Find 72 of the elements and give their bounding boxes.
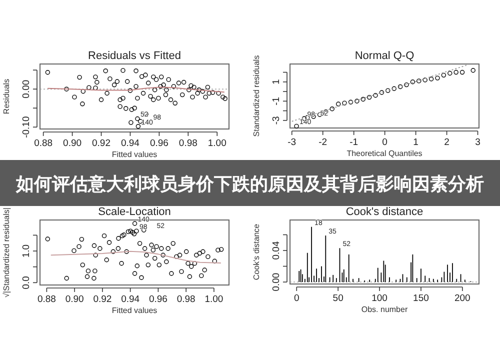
- x-tick-label: 150: [413, 293, 429, 304]
- point: [366, 94, 372, 100]
- text: 如何评估意大利球员身价下跌的原因及其背后影响因素分析: [15, 174, 484, 194]
- x-tick-label: 1: [413, 137, 418, 148]
- point: [422, 78, 428, 82]
- y-tick-label: 1.0: [21, 244, 32, 258]
- point: [294, 124, 299, 129]
- point: [441, 72, 446, 78]
- x-tick-label: -3: [288, 137, 296, 148]
- y-axis-title: Standardized residuals: [252, 55, 261, 137]
- point: [470, 68, 476, 73]
- x-tick-label: 0.90: [65, 294, 84, 305]
- point: [410, 80, 416, 84]
- x-tick-label: 0: [382, 137, 388, 148]
- x-axis-title: Theoretical Quantiles: [346, 149, 422, 158]
- x-tick-label: 0.96: [148, 294, 168, 305]
- x-tick-label: 0.88: [34, 138, 53, 149]
- x-tick-label: 0.92: [92, 138, 111, 149]
- y-axis-title: √|Standardized residuals|: [2, 208, 11, 298]
- chart-title: Scale-Location: [98, 206, 171, 218]
- y-tick-label: -3: [271, 116, 282, 125]
- x-tick-label: 0.88: [37, 294, 56, 305]
- chart-title: Normal Q-Q: [354, 50, 415, 62]
- y-axis-title: Residuals: [2, 78, 11, 114]
- x-tick-label: 3: [475, 137, 480, 148]
- x-tick-label: 0.92: [93, 294, 112, 305]
- point: [416, 78, 422, 84]
- point: [330, 106, 334, 112]
- chart-title: Residuals vs Fitted: [88, 50, 181, 62]
- x-tick-label: 0.96: [150, 138, 168, 149]
- point: [392, 86, 396, 91]
- y-tick-label: 0.00: [21, 80, 32, 98]
- y-tick-label: 1: [271, 79, 282, 85]
- point: [348, 100, 354, 104]
- x-tick-label: 100: [372, 293, 388, 304]
- point: [404, 82, 409, 88]
- point: [398, 84, 403, 90]
- x-tick-label: 0.94: [121, 294, 140, 305]
- point: [435, 76, 440, 80]
- x-tick-label: 50: [332, 293, 344, 304]
- point: [336, 102, 341, 106]
- y-tick-label: 0.04: [271, 241, 282, 260]
- x-axis-title: Fitted values: [112, 306, 158, 315]
- y-tick-label: 0.00: [271, 272, 282, 292]
- x-tick-label: 0.90: [63, 138, 82, 149]
- point: [379, 90, 384, 95]
- x-tick-label: 200: [454, 293, 470, 304]
- point: [428, 76, 434, 82]
- y-axis-title: Cook's distance: [252, 223, 261, 280]
- point: [354, 98, 360, 104]
- x-tick-label: 0.98: [176, 294, 196, 305]
- point: [448, 70, 452, 76]
- y-tick-label: -0.10: [21, 116, 32, 138]
- y-tick-label: -1: [271, 96, 282, 106]
- x-tick-label: 0: [294, 293, 300, 304]
- x-tick-label: 2: [444, 137, 450, 148]
- x-axis-title: Fitted values: [112, 150, 158, 159]
- x-tick-label: -2: [318, 137, 328, 148]
- point: [386, 88, 390, 93]
- point: [460, 70, 465, 75]
- point: [360, 96, 366, 102]
- point: [454, 70, 458, 75]
- x-axis-title: Obs. number: [361, 305, 408, 314]
- point: [342, 100, 347, 106]
- point: [373, 93, 378, 98]
- x-tick-label: 1.00: [208, 138, 226, 149]
- x-tick-label: 0.94: [120, 138, 140, 149]
- x-tick-label: 1.00: [204, 294, 224, 305]
- x-tick-label: 0.98: [178, 138, 198, 149]
- chart-title: Cook's distance: [346, 206, 424, 218]
- x-tick-label: -1: [350, 137, 358, 148]
- y-tick-label: 0.0: [21, 276, 32, 290]
